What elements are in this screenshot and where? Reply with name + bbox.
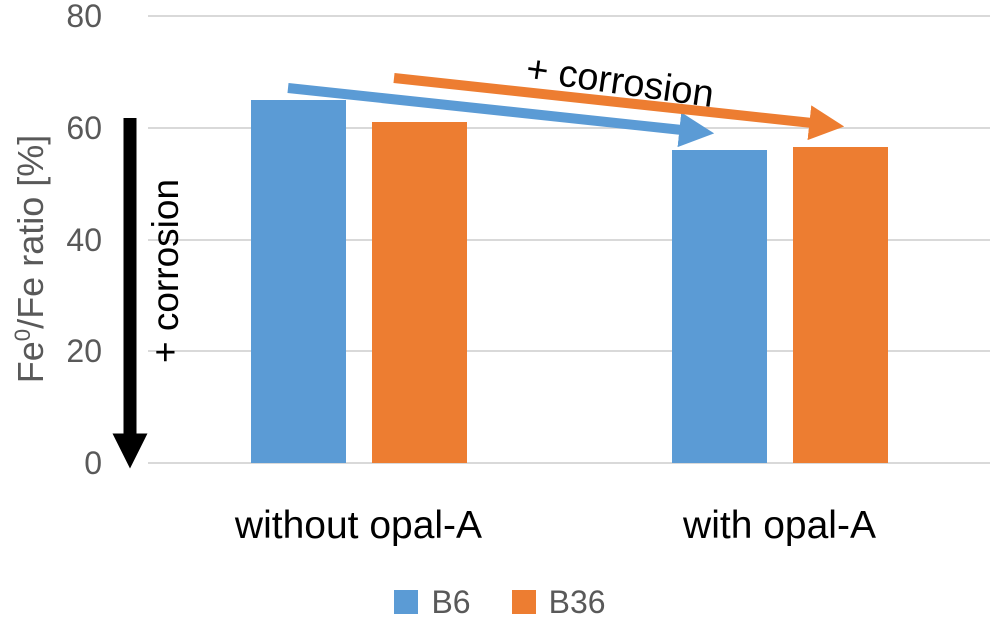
b6-legend-swatch xyxy=(394,590,419,614)
y-tick-label-20: 20 xyxy=(66,333,102,370)
bar-b36-with-opal-a xyxy=(792,147,888,463)
legend: B6 B36 xyxy=(0,584,1000,620)
y-axis-title-superscript: 0 xyxy=(10,328,35,342)
y-tick-label-80: 80 xyxy=(66,0,102,34)
top-corrosion-annotation: + corrosion xyxy=(523,48,717,116)
gridline-20 xyxy=(148,350,990,353)
y-axis-title-post: /Fe ratio [%] xyxy=(10,134,51,329)
y-axis-title: Fe0/Fe ratio [%] xyxy=(0,97,51,421)
gridline-80 xyxy=(148,15,990,17)
gridline-0 xyxy=(148,462,990,464)
y-tick-label-0: 0 xyxy=(84,445,102,481)
y-tick-label-40: 40 xyxy=(66,221,102,258)
legend-item-b36: B36 xyxy=(511,584,606,620)
legend-item-b6: B6 xyxy=(394,584,471,620)
y-tick-label-60: 60 xyxy=(66,109,102,146)
bar-b6-with-opal-a xyxy=(671,150,767,463)
bar-b36-without-opal-a xyxy=(371,122,467,463)
b36-legend-swatch xyxy=(511,590,536,614)
bar-b6-without-opal-a xyxy=(250,99,346,463)
x-category-label-without-opal-a: without opal-A xyxy=(234,504,483,547)
x-category-label-with-opal-a: with opal-A xyxy=(683,504,876,547)
vertical-corrosion-annotation: + corrosion xyxy=(145,178,186,364)
y-axis-title-pre: Fe xyxy=(10,341,51,384)
gridline-40 xyxy=(148,238,990,241)
b36-legend-label: B36 xyxy=(548,584,606,620)
b6-legend-label: B6 xyxy=(431,584,471,620)
